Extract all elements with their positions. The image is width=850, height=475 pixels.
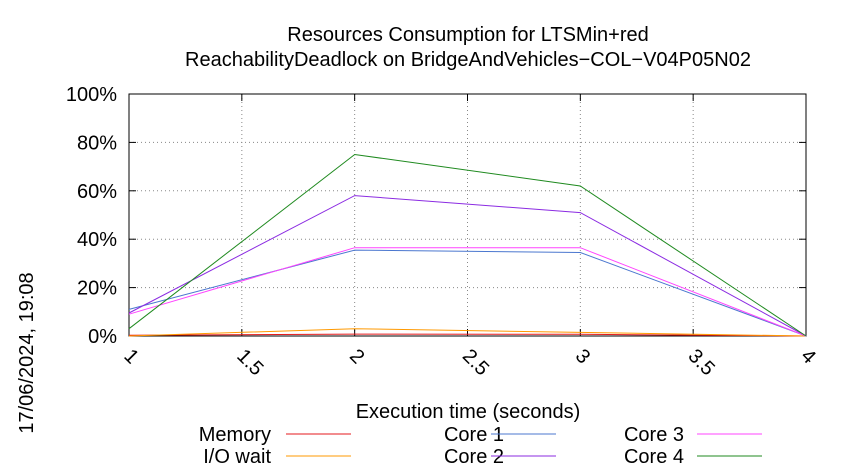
- legend-label-core-3: Core 3: [624, 424, 684, 446]
- x-tick-label-1: 1.5: [232, 345, 267, 380]
- x-tick-label-2: 2: [345, 345, 368, 368]
- legend-label-core-2: Core 2: [444, 446, 504, 468]
- y-tick-label-2: 40%: [77, 229, 117, 251]
- timestamp-label: 17/06/2024, 19:08: [16, 272, 38, 433]
- legend-label-i-o-wait: I/O wait: [203, 446, 271, 468]
- x-tick-label-4: 3: [571, 345, 594, 368]
- x-tick-label-0: 1: [119, 345, 142, 368]
- y-axis: 0% 20% 40% 60% 80% 100%: [66, 84, 806, 348]
- series-line-i-o-wait: [128, 328, 807, 337]
- series-line-core-1: [128, 249, 807, 337]
- legend-label-core-1: Core 1: [444, 424, 504, 446]
- chart-title-line-1: Resources Consumption for LTSMin+red: [287, 24, 648, 46]
- series-line-core-3: [128, 247, 807, 337]
- series-line-core-2: [128, 195, 807, 337]
- legend-label-memory: Memory: [199, 424, 271, 446]
- grid-lines: [129, 94, 806, 336]
- series-line-memory: [128, 333, 807, 337]
- y-tick-label-0: 0%: [88, 326, 117, 348]
- x-tick-label-5: 3.5: [684, 345, 719, 380]
- y-tick-label-4: 80%: [77, 132, 117, 154]
- series-lines: [128, 153, 807, 337]
- y-tick-label-5: 100%: [66, 84, 117, 106]
- series-line-core-4: [128, 153, 807, 337]
- y-tick-label-1: 20%: [77, 278, 117, 300]
- y-tick-label-3: 60%: [77, 181, 117, 203]
- x-axis-label: Execution time (seconds): [356, 401, 581, 423]
- chart-title-line-2: ReachabilityDeadlock on BridgeAndVehicle…: [185, 49, 751, 71]
- x-axis: 1 1.5 2 2.5 3 3.5 4: [119, 94, 820, 380]
- legend-label-core-4: Core 4: [624, 446, 684, 468]
- x-tick-label-6: 4: [796, 345, 819, 368]
- x-tick-label-3: 2.5: [458, 345, 493, 380]
